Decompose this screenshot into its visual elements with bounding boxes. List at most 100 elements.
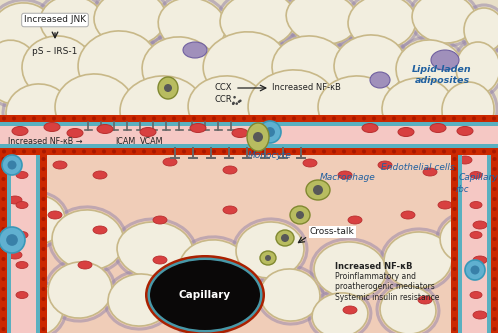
Circle shape: [152, 150, 156, 154]
Ellipse shape: [473, 311, 487, 319]
Circle shape: [1, 287, 5, 291]
Circle shape: [236, 102, 238, 105]
Text: Lipid-laden
adiposites: Lipid-laden adiposites: [412, 65, 472, 85]
Text: Increased JNK: Increased JNK: [24, 16, 86, 25]
Ellipse shape: [370, 72, 390, 88]
Circle shape: [453, 197, 457, 201]
Circle shape: [41, 217, 45, 221]
Text: VCAM: VCAM: [140, 138, 163, 147]
Circle shape: [232, 150, 236, 154]
Circle shape: [282, 150, 286, 154]
Circle shape: [432, 117, 436, 121]
Circle shape: [352, 150, 356, 154]
Ellipse shape: [67, 129, 83, 138]
Ellipse shape: [362, 124, 378, 133]
Ellipse shape: [16, 261, 28, 268]
Circle shape: [493, 187, 497, 191]
Circle shape: [122, 150, 126, 154]
Circle shape: [1, 247, 5, 251]
Text: Proinflammatory and
proatherogenic mediators
Systemic insulin resistance: Proinflammatory and proatherogenic media…: [335, 272, 439, 302]
Circle shape: [493, 257, 497, 261]
Circle shape: [332, 150, 336, 154]
Ellipse shape: [94, 0, 166, 46]
Ellipse shape: [348, 0, 416, 49]
Circle shape: [1, 257, 5, 261]
Circle shape: [412, 150, 416, 154]
Circle shape: [452, 150, 456, 154]
Ellipse shape: [53, 161, 67, 169]
Circle shape: [292, 150, 296, 154]
Ellipse shape: [55, 74, 135, 142]
Circle shape: [453, 307, 457, 311]
Bar: [0, 144, 498, 148]
Circle shape: [41, 287, 45, 291]
Ellipse shape: [0, 3, 52, 53]
Ellipse shape: [108, 274, 172, 326]
Text: Capillary: Capillary: [179, 290, 231, 300]
Circle shape: [41, 167, 45, 171]
Circle shape: [492, 117, 496, 121]
Ellipse shape: [78, 31, 158, 99]
Circle shape: [92, 150, 96, 154]
Circle shape: [192, 117, 196, 121]
Ellipse shape: [0, 40, 40, 104]
Ellipse shape: [431, 50, 459, 70]
Circle shape: [493, 267, 497, 271]
Circle shape: [1, 197, 5, 201]
Bar: [458, 155, 462, 333]
Ellipse shape: [8, 196, 22, 204]
Circle shape: [372, 150, 376, 154]
Text: CCX: CCX: [215, 84, 232, 93]
Circle shape: [412, 117, 416, 121]
Ellipse shape: [12, 127, 28, 136]
Ellipse shape: [177, 293, 233, 333]
Ellipse shape: [183, 42, 207, 58]
Ellipse shape: [470, 231, 482, 238]
Ellipse shape: [97, 125, 113, 134]
Circle shape: [453, 297, 457, 301]
Circle shape: [102, 117, 106, 121]
Ellipse shape: [423, 168, 437, 176]
Circle shape: [262, 117, 266, 121]
Circle shape: [41, 227, 45, 231]
Circle shape: [182, 117, 186, 121]
Ellipse shape: [203, 32, 287, 98]
Ellipse shape: [473, 256, 487, 264]
Bar: [0, 155, 7, 333]
Circle shape: [302, 117, 306, 121]
Ellipse shape: [458, 263, 498, 307]
Ellipse shape: [334, 35, 406, 95]
Circle shape: [32, 117, 36, 121]
Ellipse shape: [456, 42, 498, 94]
Circle shape: [265, 127, 275, 137]
Circle shape: [233, 96, 236, 99]
Circle shape: [272, 150, 276, 154]
Circle shape: [1, 217, 5, 221]
Circle shape: [72, 150, 76, 154]
Ellipse shape: [8, 251, 22, 259]
Circle shape: [1, 187, 5, 191]
Circle shape: [41, 257, 45, 261]
Circle shape: [482, 150, 486, 154]
Circle shape: [372, 117, 376, 121]
Circle shape: [312, 150, 316, 154]
Circle shape: [453, 157, 457, 161]
Circle shape: [32, 150, 36, 154]
Circle shape: [22, 117, 26, 121]
Ellipse shape: [153, 256, 167, 264]
Circle shape: [1, 177, 5, 181]
Circle shape: [442, 150, 446, 154]
Circle shape: [72, 117, 76, 121]
Circle shape: [42, 150, 46, 154]
Circle shape: [453, 227, 457, 231]
Circle shape: [22, 150, 26, 154]
Circle shape: [41, 327, 45, 331]
Circle shape: [212, 150, 216, 154]
Ellipse shape: [44, 123, 60, 132]
Ellipse shape: [0, 242, 34, 298]
Ellipse shape: [343, 306, 357, 314]
Circle shape: [382, 150, 386, 154]
Circle shape: [152, 117, 156, 121]
Text: Increased NF-κB →: Increased NF-κB →: [8, 138, 83, 147]
Ellipse shape: [312, 293, 368, 333]
